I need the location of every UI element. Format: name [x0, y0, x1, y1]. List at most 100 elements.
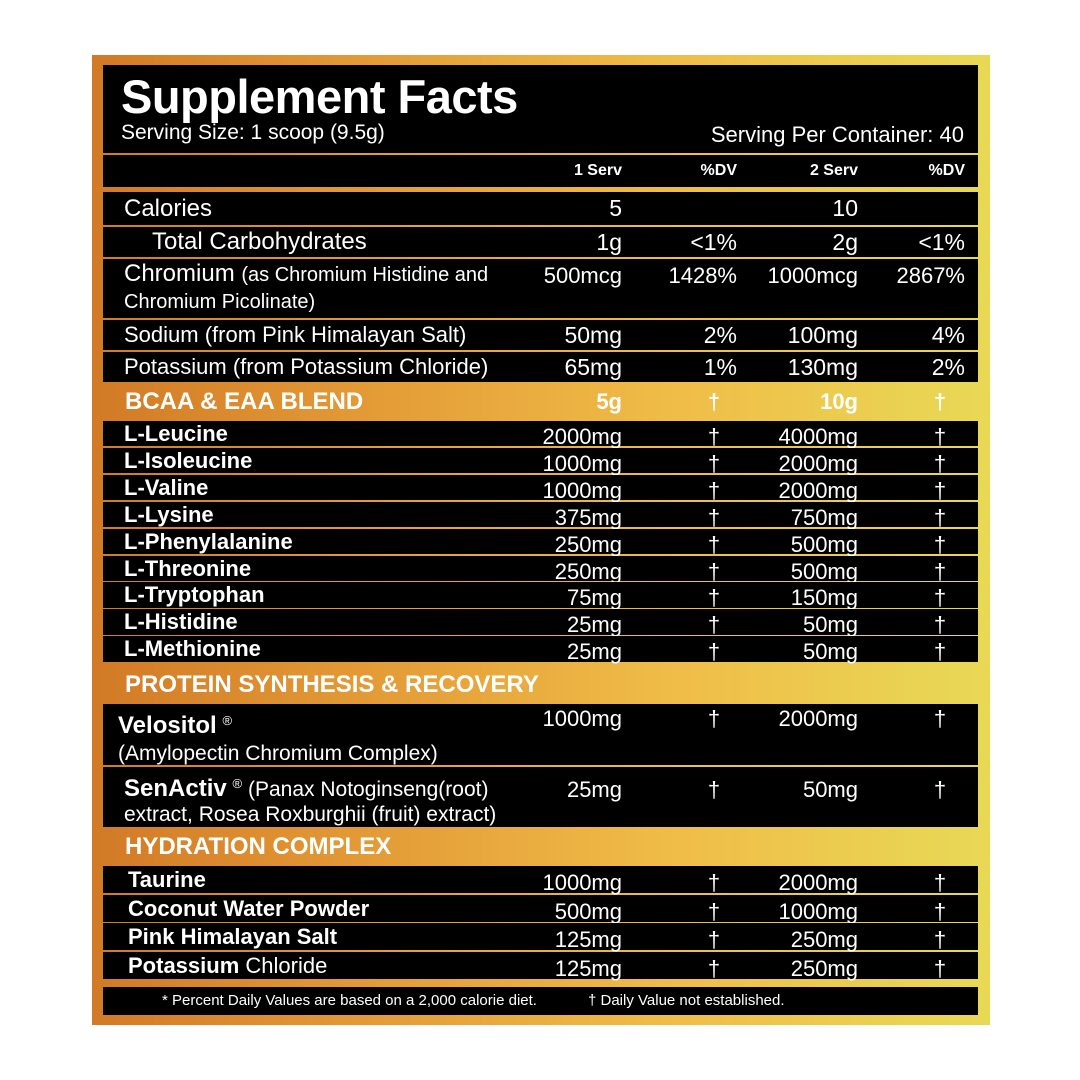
ingredient-name: L-Lysine — [124, 502, 214, 527]
ingredient-name: L-Methionine — [124, 636, 261, 661]
section-title: BCAA & EAA BLEND — [125, 388, 364, 415]
ingredient-name: Pink Himalayan Salt — [128, 923, 337, 950]
ingredient-label: L-Phenylalanine — [124, 528, 293, 554]
value-cell: 2% — [931, 354, 965, 380]
value-cell: 2867% — [896, 263, 965, 288]
ingredient-name: SenActiv ® (Panax Notoginseng(root) extr… — [124, 771, 549, 827]
ingredient-row: L-Valine 1000mg † 2000mg † — [103, 474, 978, 503]
value-cell: 2% — [703, 322, 737, 348]
value-cell: 1000mcg — [767, 263, 858, 288]
value-cell: 2000mg — [542, 424, 622, 449]
footnote: * Percent Daily Values are based on a 2,… — [162, 992, 537, 1009]
value-cell: 50mg — [802, 777, 858, 802]
value-cell: 150mg — [790, 585, 858, 611]
ingredient-row: SenActiv ® (Panax Notoginseng(root) extr… — [103, 767, 978, 827]
value-cell: † — [933, 870, 947, 895]
value-cell: † — [707, 639, 721, 665]
value-cell: † — [933, 389, 947, 414]
value-cell: 1428% — [668, 263, 737, 288]
value-cell: 250mg — [790, 927, 858, 953]
value-cell: 5g — [596, 389, 622, 414]
value-cell: † — [707, 450, 721, 476]
column-label: %DV — [700, 162, 737, 179]
value-cell: 2g — [832, 229, 858, 255]
value-cell: † — [707, 424, 721, 449]
value-cell: † — [707, 777, 721, 802]
nutrient-row: Chromium (as Chromium Histidine and Chro… — [103, 259, 978, 318]
value-cell: 375mg — [554, 504, 622, 530]
value-cell: 4000mg — [778, 424, 858, 449]
value-cell: † — [707, 558, 721, 584]
value-cell: 50mg — [802, 612, 858, 638]
value-cell: † — [933, 927, 947, 953]
nutrient-name: Calories — [124, 192, 544, 225]
ingredient-label: L-Leucine — [124, 421, 228, 446]
section-header: HYDRATION COMPLEX — [103, 830, 978, 864]
value-cell: † — [707, 955, 721, 981]
ingredient-name: L-Isoleucine — [124, 448, 252, 473]
value-cell: 75mg — [566, 585, 622, 611]
section-header: BCAA & EAA BLEND 5g † 10g † — [103, 384, 978, 420]
ingredient-name: Velositol ® (Amylopectin Chromium Comple… — [118, 708, 538, 766]
ingredient-row: L-Isoleucine 1000mg † 2000mg † — [103, 447, 978, 476]
ingredient-label: L-Isoleucine — [124, 447, 253, 473]
value-cell: 2000mg — [778, 870, 858, 895]
ingredient-row: L-Tryptophan 75mg † 150mg † — [103, 582, 978, 611]
ingredient-label: Velositol — [118, 712, 217, 739]
ingredient-row: L-Threonine 250mg † 500mg † — [103, 555, 978, 584]
column-header: 1 Serv %DV 2 Serv %DV — [103, 155, 978, 187]
value-cell: 1g — [596, 229, 622, 255]
value-cell: 500mg — [790, 558, 858, 584]
footnote: † Daily Value not established. — [588, 992, 785, 1009]
value-cell: 25mg — [566, 612, 622, 638]
servings-per-container: Serving Per Container: 40 — [710, 122, 964, 147]
ingredient-name: L-Valine — [124, 475, 208, 500]
nutrient-row: Total Carbohydrates 1g <1% 2g <1% — [103, 227, 978, 257]
value-cell: 1000mg — [778, 898, 858, 924]
ingredient-row: L-Histidine 25mg † 50mg † — [103, 609, 978, 638]
value-cell: 65mg — [564, 354, 622, 380]
value-cell: 125mg — [554, 927, 622, 953]
nutrient-label: Potassium (from Potassium Chloride) — [124, 354, 489, 379]
ingredient-row: Pink Himalayan Salt 125mg † 250mg † — [103, 923, 978, 953]
value-cell: <1% — [690, 229, 737, 255]
value-cell: 2000mg — [778, 477, 858, 503]
ingredient-label: Pink Himalayan Salt — [128, 924, 338, 950]
value-cell: 500mg — [790, 531, 858, 557]
value-cell: † — [707, 477, 721, 503]
value-cell: † — [933, 531, 947, 557]
nutrient-label: Calories — [124, 195, 213, 222]
nutrient-detail: (as Chromium Histidine and Chromium Pico… — [124, 264, 489, 313]
value-cell: † — [933, 706, 947, 731]
ingredient-label: L-Threonine — [124, 555, 252, 581]
value-cell: 130mg — [787, 354, 858, 380]
ingredient-row: L-Lysine 375mg † 750mg † — [103, 501, 978, 530]
ingredient-row: L-Methionine 25mg † 50mg † — [103, 636, 978, 665]
section-title: PROTEIN SYNTHESIS & RECOVERY — [125, 671, 539, 698]
value-cell: † — [933, 639, 947, 665]
ingredient-row: Velositol ® (Amylopectin Chromium Comple… — [103, 704, 978, 765]
ingredient-name: Potassium Chloride — [128, 952, 327, 979]
column-label: 2 Serv — [809, 162, 858, 179]
column-label: %DV — [928, 162, 965, 179]
nutrient-row: Potassium (from Potassium Chloride) 65mg 1… — [103, 352, 978, 382]
ingredient-row: L-Leucine 2000mg † 4000mg † — [103, 421, 978, 449]
value-cell: † — [707, 870, 721, 895]
value-cell: 1% — [703, 354, 737, 380]
value-cell: 100mg — [787, 322, 858, 348]
nutrient-name: Sodium (from Pink Himalayan Salt) — [124, 320, 544, 350]
ingredient-detail: Chloride — [245, 952, 328, 978]
value-cell: † — [933, 898, 947, 924]
ingredient-label: L-Histidine — [124, 609, 238, 635]
ingredient-name: Coconut Water Powder — [128, 895, 369, 922]
ingredient-name: Taurine — [128, 866, 206, 893]
value-cell: † — [707, 585, 721, 611]
value-cell: † — [707, 927, 721, 953]
title: Supplement Facts — [121, 70, 518, 123]
value-cell: 4% — [931, 322, 965, 348]
nutrient-name: Chromium (as Chromium Histidine and Chro… — [124, 261, 534, 315]
ingredient-label: L-Methionine — [124, 636, 261, 662]
nutrient-row: Sodium (from Pink Himalayan Salt) 50mg 2% 1… — [103, 320, 978, 350]
ingredient-label: L-Valine — [124, 474, 209, 500]
